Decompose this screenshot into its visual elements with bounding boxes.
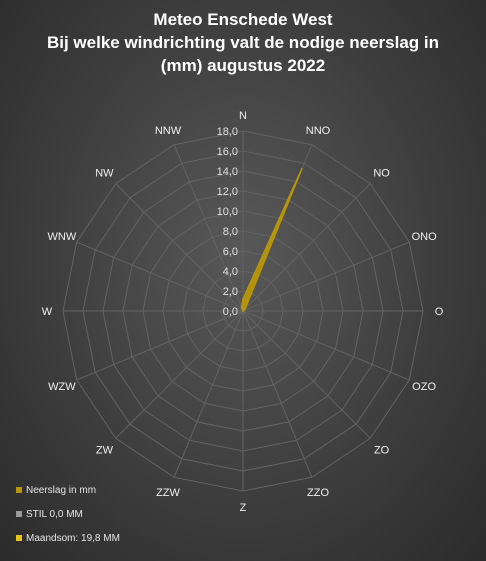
spoke-ZZO bbox=[242, 310, 313, 478]
tick-label: 6,0 bbox=[223, 246, 238, 258]
spoke-ZZW bbox=[173, 310, 244, 478]
direction-label-ZZW: ZZW bbox=[156, 487, 180, 499]
tick-label: 10,0 bbox=[217, 206, 238, 218]
spoke-NNW bbox=[173, 144, 244, 312]
chart-title-line-1: Meteo Enschede West bbox=[153, 10, 333, 29]
data-point-NNO bbox=[301, 167, 303, 170]
direction-label-NNO: NNO bbox=[306, 125, 331, 137]
direction-label-N: N bbox=[239, 110, 247, 122]
direction-label-NW: NW bbox=[95, 167, 114, 179]
spoke-ONO bbox=[242, 241, 410, 312]
direction-label-WZW: WZW bbox=[48, 381, 76, 393]
tick-label: 4,0 bbox=[223, 266, 238, 278]
legend-swatch-stil bbox=[16, 511, 22, 517]
legend-swatch-neerslag bbox=[16, 487, 22, 493]
direction-label-ZO: ZO bbox=[374, 445, 390, 457]
direction-label-ZZO: ZZO bbox=[307, 487, 329, 499]
spoke-OZO bbox=[242, 310, 410, 381]
chart-title-line-2: Bij welke windrichting valt de nodige ne… bbox=[46, 33, 440, 52]
chart-title: Meteo Enschede West Bij welke windrichti… bbox=[0, 8, 486, 77]
data-point-NO bbox=[244, 308, 246, 310]
tick-label: 16,0 bbox=[217, 146, 238, 158]
direction-label-Z: Z bbox=[240, 502, 247, 514]
data-point-NW bbox=[242, 310, 244, 312]
direction-label-W: W bbox=[42, 306, 53, 318]
chart-title-line-3: (mm) augustus 2022 bbox=[160, 56, 326, 75]
tick-label: 14,0 bbox=[217, 166, 238, 178]
direction-label-O: O bbox=[435, 306, 444, 318]
tick-label: 2,0 bbox=[223, 286, 238, 298]
direction-label-OZO: OZO bbox=[412, 381, 436, 393]
legend-label-maandsom: Maandsom: 19,8 MM bbox=[26, 532, 120, 544]
spoke-NW bbox=[115, 183, 244, 312]
direction-label-ZW: ZW bbox=[96, 445, 114, 457]
legend-label-neerslag: Neerslag in mm bbox=[26, 484, 97, 496]
series-area-0 bbox=[240, 167, 303, 312]
legend-swatch-maandsom bbox=[16, 535, 22, 541]
legend-item-neerslag: Neerslag in mm bbox=[16, 482, 120, 498]
legend-item-maandsom: Maandsom: 19,8 MM bbox=[16, 530, 120, 546]
legend: Neerslag in mm STIL 0,0 MM Maandsom: 19,… bbox=[16, 482, 120, 554]
spoke-WNW bbox=[76, 241, 244, 312]
data-point-NNW bbox=[240, 306, 243, 309]
direction-label-NNW: NNW bbox=[155, 125, 182, 137]
spoke-WZW bbox=[76, 310, 244, 381]
tick-label: 8,0 bbox=[223, 226, 238, 238]
direction-label-WNW: WNW bbox=[48, 231, 77, 243]
tick-label: 12,0 bbox=[217, 186, 238, 198]
legend-label-stil: STIL 0,0 MM bbox=[26, 508, 83, 520]
spoke-NO bbox=[242, 183, 371, 312]
spoke-ZW bbox=[115, 310, 244, 439]
tick-label: 0,0 bbox=[223, 306, 238, 318]
direction-label-ONO: ONO bbox=[412, 231, 438, 243]
data-point-N bbox=[242, 298, 244, 300]
tick-label: 18,0 bbox=[217, 126, 238, 138]
legend-item-stil: STIL 0,0 MM bbox=[16, 506, 120, 522]
direction-label-NO: NO bbox=[373, 167, 390, 179]
spoke-ZO bbox=[242, 310, 371, 439]
